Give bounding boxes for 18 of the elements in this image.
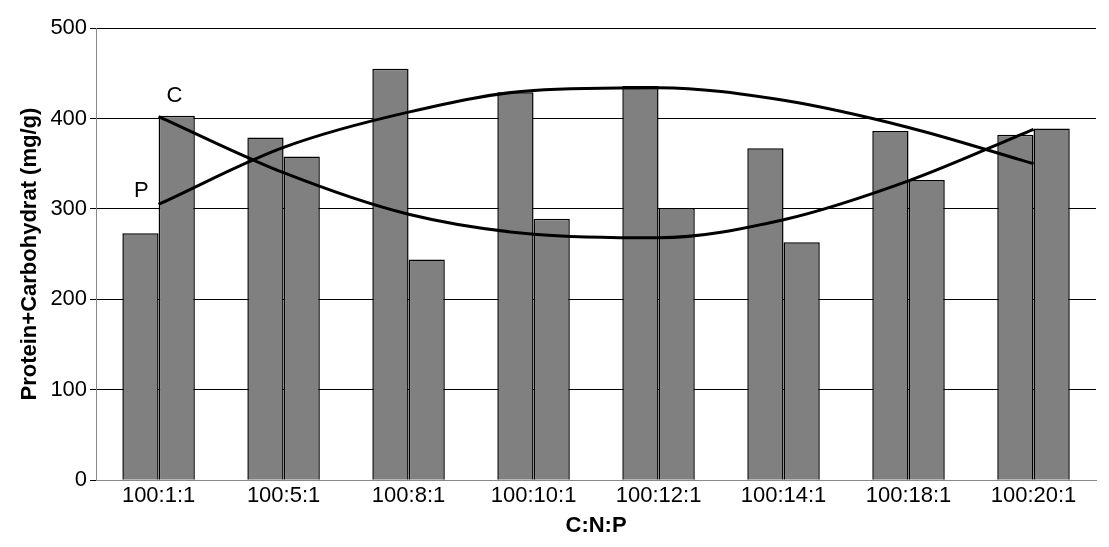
x-axis-title: C:N:P [565, 511, 627, 537]
series-label: P [133, 177, 149, 203]
x-tick-label: 100:18:1 [865, 482, 952, 508]
x-tick-label: 100:5:1 [246, 482, 321, 508]
y-tick-label: 0 [74, 466, 88, 492]
series-label: C [166, 81, 183, 107]
y-tick-label: 500 [50, 14, 88, 40]
y-tick-label: 400 [50, 104, 88, 130]
x-tick-label: 100:1:1 [121, 482, 196, 508]
y-tick-label: 300 [50, 194, 88, 220]
x-tick-label: 100:20:1 [990, 482, 1077, 508]
y-tick-label: 100 [50, 375, 88, 401]
x-tick-label: 100:10:1 [490, 482, 577, 508]
x-tick-label: 100:8:1 [371, 482, 446, 508]
x-tick-label: 100:14:1 [740, 482, 827, 508]
x-tick-label: 100:12:1 [615, 482, 702, 508]
y-axis-title: Protein+Carbohydrat (mg/g) [16, 107, 42, 401]
y-tick-label: 200 [50, 285, 88, 311]
